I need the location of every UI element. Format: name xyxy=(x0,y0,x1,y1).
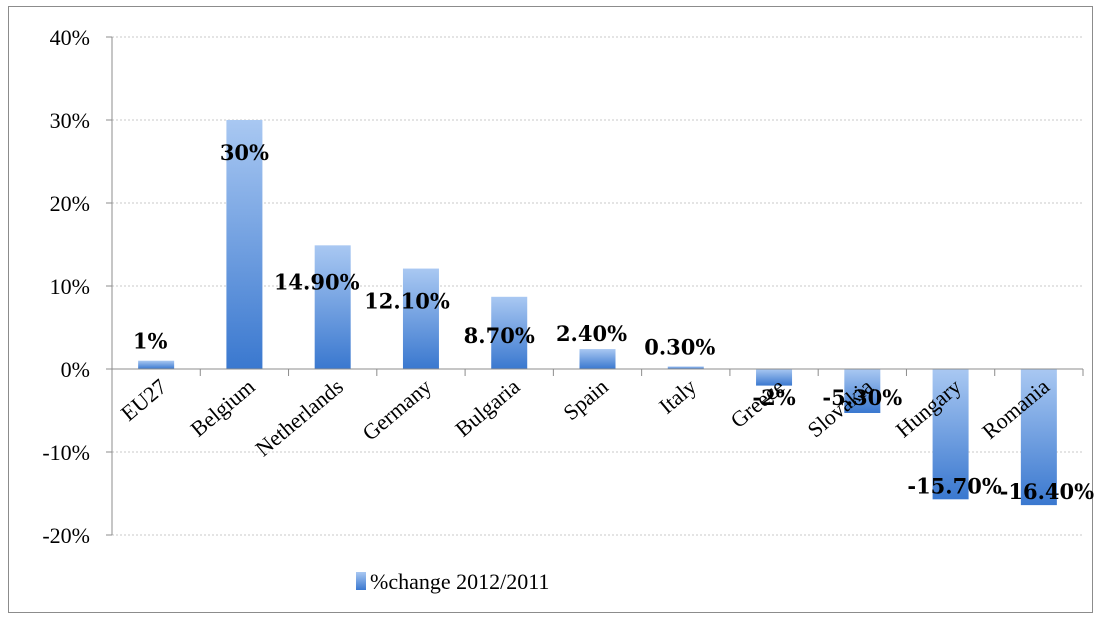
bar-romania xyxy=(1020,369,1057,506)
y-tick-label: -20% xyxy=(42,523,90,548)
bar-bulgaria xyxy=(491,296,528,369)
x-axis xyxy=(111,368,1084,376)
bar-slovakia xyxy=(844,369,881,413)
bar-netherlands xyxy=(314,245,351,369)
y-tick-label: 40% xyxy=(50,25,90,50)
legend: %change 2012/2011 xyxy=(356,569,549,594)
data-label: -2% xyxy=(752,385,795,410)
y-tick-label: 10% xyxy=(50,274,90,299)
category-label: Spain xyxy=(558,374,612,425)
legend-swatch xyxy=(356,572,366,590)
bar-hungary xyxy=(932,369,969,500)
data-label: 8.70% xyxy=(464,323,535,348)
bar-belgium xyxy=(226,120,263,369)
data-label: -15.70% xyxy=(907,473,1001,498)
y-tick-label: 30% xyxy=(50,108,90,133)
data-label: -16.40% xyxy=(1000,479,1094,504)
bar-eu27 xyxy=(138,360,175,369)
y-axis-ticks: -20% -10% 0% 10% 20% 30% 40% xyxy=(42,25,113,548)
bar-italy xyxy=(667,366,704,369)
bar-germany xyxy=(402,268,439,369)
y-tick-label: -10% xyxy=(42,440,90,465)
category-label: Bulgaria xyxy=(450,374,524,442)
data-label: 30% xyxy=(220,140,269,165)
chart-frame xyxy=(8,6,1093,613)
category-label: EU27 xyxy=(116,374,171,426)
y-tick-label: 20% xyxy=(50,191,90,216)
data-label: 14.90% xyxy=(274,269,360,294)
category-label: Belgium xyxy=(186,374,260,442)
bar-spain xyxy=(579,349,616,369)
bar-greece xyxy=(756,369,793,386)
category-label: Germany xyxy=(357,374,436,446)
gridlines xyxy=(112,36,1083,536)
legend-label: %change 2012/2011 xyxy=(370,569,549,594)
data-label: -5.30% xyxy=(822,385,902,410)
data-label: 2.40% xyxy=(556,321,627,346)
data-label: 1% xyxy=(133,329,168,354)
data-label: 12.10% xyxy=(364,289,450,314)
bars xyxy=(138,120,1057,506)
y-tick-label: 0% xyxy=(61,357,90,382)
category-label: Netherlands xyxy=(250,374,347,461)
category-label: Italy xyxy=(654,374,701,419)
data-label: 0.30% xyxy=(644,335,715,360)
data-labels: 1% 30% 14.90%12.10% 8.70% 2.40% 0.30% -2% -5.30… xyxy=(133,140,1094,504)
